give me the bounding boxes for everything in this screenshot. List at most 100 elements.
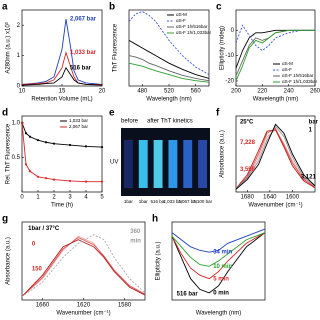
- point: [28, 170, 32, 173]
- panel-letter: c: [216, 2, 222, 13]
- row-label: UV: [110, 160, 118, 166]
- annotation: 1bar / 37°C: [28, 226, 60, 232]
- sample-label: 1bar: [139, 199, 149, 204]
- x-tick-label: 10: [19, 89, 26, 95]
- point: [24, 163, 28, 166]
- point: [44, 177, 48, 180]
- x-tick-label: 240: [284, 89, 295, 95]
- cuvette: [123, 140, 133, 188]
- y-axis-label: Rel. ThT Fluorescence: [6, 123, 12, 184]
- x-tick-label: 4: [84, 195, 88, 201]
- annotation: 3,121: [301, 174, 317, 180]
- x-tick-label: 1580: [118, 303, 132, 309]
- y-tick-label: 0: [17, 84, 21, 90]
- y-axis-label: Absorbance (a.u.): [220, 130, 226, 178]
- x-tick-label: 20: [99, 89, 106, 95]
- x-tick-label: 0: [20, 195, 24, 201]
- x-tick-label: 3: [68, 195, 72, 201]
- plot-frame: [21, 221, 146, 301]
- annotation: bar: [309, 120, 319, 126]
- sample-label: 516 bar: [150, 199, 166, 204]
- x-axis-label: Time (h): [51, 203, 73, 209]
- legend-label: 2,067 bar: [69, 124, 89, 129]
- series-line: [128, 55, 210, 82]
- cuvette: [168, 140, 178, 188]
- panel-letter: d: [2, 108, 8, 119]
- series-line: [171, 232, 266, 267]
- point: [52, 142, 56, 145]
- panel-letter: h: [152, 214, 158, 225]
- y-tick-label: 1: [17, 53, 21, 59]
- panel-letter: a: [2, 2, 8, 13]
- photo: [121, 128, 210, 196]
- annotation: 3,558: [240, 167, 256, 173]
- x-tick-label: 1640: [263, 195, 277, 201]
- series-label: 0 min: [213, 290, 229, 296]
- series-line: [235, 127, 316, 189]
- point: [52, 178, 56, 181]
- series-line: [21, 237, 146, 297]
- series-label: 10 min: [213, 264, 232, 270]
- panel-letter: f: [216, 108, 220, 119]
- plot-frame: [21, 115, 103, 193]
- panel-letter: e: [109, 108, 115, 119]
- cuvette: [198, 140, 208, 188]
- point: [68, 143, 72, 147]
- annotation: 7,228: [240, 140, 256, 146]
- x-tick-label: 520: [164, 89, 175, 95]
- x-tick-label: 1660: [36, 303, 50, 309]
- x-axis-label: Wavenumber (cm⁻¹): [56, 311, 110, 317]
- x-tick-label: 2: [52, 195, 56, 201]
- x-tick-label: 220: [257, 89, 268, 95]
- plot-frame: [235, 115, 316, 193]
- legend-label: αS-F 1h/516bar: [176, 24, 208, 29]
- point: [36, 175, 40, 178]
- series-line: [235, 125, 316, 189]
- x-tick-label: 1: [36, 195, 40, 201]
- panel-letter: b: [109, 2, 115, 13]
- series-label: 2,067 bar: [70, 17, 97, 23]
- annotation: 150: [32, 266, 43, 272]
- point: [44, 141, 48, 144]
- series-line: [235, 24, 315, 52]
- annotation: 0: [32, 241, 36, 247]
- plot-frame: [235, 9, 316, 87]
- series-label: 5 min: [213, 276, 229, 282]
- sample-label: 2,067 bar: [178, 199, 198, 204]
- legend-label: αS-F 1h/1,033bar: [176, 30, 212, 35]
- series-label: 516 bar: [70, 65, 92, 71]
- legend-label: αS-F 1h/1,033bar: [282, 79, 318, 84]
- photo-label: before: [121, 119, 139, 125]
- legend-label: αS-M: [176, 12, 187, 17]
- point: [84, 180, 88, 183]
- series-line: [21, 234, 146, 297]
- sample-label: 1bar: [124, 199, 134, 204]
- annotation: 360: [130, 229, 141, 235]
- point: [28, 135, 32, 138]
- sample-label: 1,033 bar: [163, 199, 183, 204]
- point: [20, 121, 24, 125]
- x-tick-label: 5: [100, 195, 104, 201]
- series-line: [235, 29, 315, 82]
- x-tick-label: 560: [191, 89, 202, 95]
- y-tick-label: -20: [225, 79, 234, 85]
- cuvette: [183, 140, 193, 188]
- x-tick-label: 1620: [77, 303, 91, 309]
- y-tick-label: 0.5: [12, 155, 21, 161]
- point: [68, 179, 72, 183]
- x-tick-label: 260: [310, 89, 320, 95]
- series-line: [171, 232, 266, 294]
- series-line: [21, 66, 103, 86]
- point: [36, 139, 40, 142]
- point: [84, 145, 88, 148]
- legend-label: αS-M: [282, 61, 293, 66]
- y-axis-label: Ellipticity (a.u.): [156, 241, 162, 280]
- legend-label: αS-F 1h/516bar: [282, 73, 314, 78]
- x-tick-label: 15: [59, 89, 66, 95]
- y-tick-label: 0: [231, 28, 235, 34]
- series-label: 1,033 bar: [70, 50, 97, 56]
- series-line: [171, 232, 266, 280]
- y-axis-label: Ellipticity (mdeg): [220, 26, 226, 70]
- point: [100, 180, 104, 183]
